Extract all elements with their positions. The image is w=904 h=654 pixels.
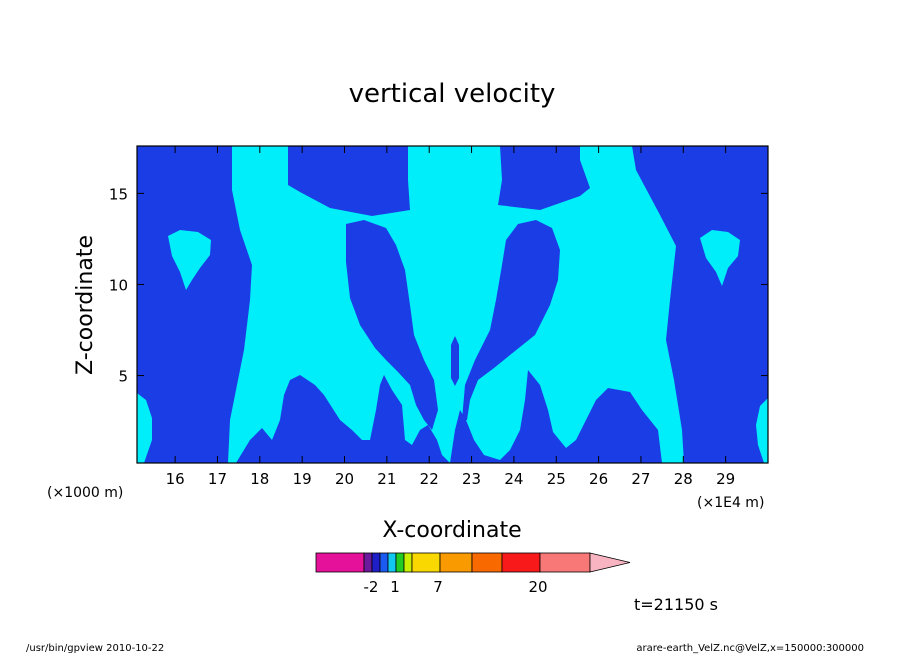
footer-left: /usr/bin/gpview 2010-10-22 xyxy=(26,643,164,654)
colorbar-tick-labels: -2 1 7 20 xyxy=(364,578,548,596)
y-tick-label: 5 xyxy=(118,368,128,386)
y-tick-label: 15 xyxy=(109,185,128,203)
colorbar-segment xyxy=(379,552,389,573)
colorbar-segment xyxy=(439,552,473,573)
contour-region-center-left xyxy=(346,220,438,430)
x-tick-label: 25 xyxy=(547,470,566,488)
colorbar-segment xyxy=(315,552,365,573)
colorbar xyxy=(315,552,631,573)
colorbar-segment xyxy=(471,552,503,573)
colorbar-tick-label: 20 xyxy=(528,578,547,596)
contour-island-left xyxy=(168,230,211,290)
colorbar-segment xyxy=(539,552,591,573)
colorbar-segment xyxy=(411,552,441,573)
plot-frame xyxy=(136,145,769,464)
colorbar-segment xyxy=(501,552,541,573)
contour-island-right xyxy=(700,230,740,286)
x-tick-label: 26 xyxy=(589,470,608,488)
colorbar-segment xyxy=(387,552,397,573)
x-tick-label: 22 xyxy=(420,470,439,488)
x-tick-label: 19 xyxy=(293,470,312,488)
colorbar-tick-label: 1 xyxy=(390,578,400,596)
colorbar-segment xyxy=(371,552,381,573)
x-tick-label: 24 xyxy=(504,470,523,488)
x-tick-label: 20 xyxy=(335,470,354,488)
colorbar-segment xyxy=(363,552,373,573)
plot-area xyxy=(136,145,769,464)
contour-region-mid xyxy=(228,146,684,463)
contour-region-center-right xyxy=(462,220,560,420)
x-unit-left: (×1000 m) xyxy=(47,485,123,501)
colorbar-tick-label: -2 xyxy=(364,578,379,596)
x-tick-label: 23 xyxy=(462,470,481,488)
chart-title: vertical velocity xyxy=(349,79,556,109)
y-axis-label: Z-coordinate xyxy=(73,235,98,375)
contour-edge-right xyxy=(756,398,768,463)
time-label: t=21150 s xyxy=(634,595,718,614)
x-axis-ticks: 16 17 18 19 20 21 22 23 24 25 26 27 28 29 xyxy=(166,146,735,488)
colorbar-arrow xyxy=(589,552,631,573)
x-axis-label: X-coordinate xyxy=(382,518,521,543)
x-tick-label: 17 xyxy=(208,470,227,488)
colorbar-segment xyxy=(395,552,405,573)
x-tick-label: 21 xyxy=(377,470,396,488)
x-tick-label: 18 xyxy=(250,470,269,488)
contour-edge-left xyxy=(137,393,152,463)
colorbar-tick-label: 7 xyxy=(433,578,443,596)
y-axis-ticks: 5 10 15 xyxy=(109,185,768,386)
contour-region-center-spot xyxy=(451,336,459,386)
x-tick-label: 27 xyxy=(631,470,650,488)
colorbar-segment xyxy=(403,552,413,573)
x-tick-label: 28 xyxy=(674,470,693,488)
x-unit-right: (×1E4 m) xyxy=(697,495,764,511)
x-tick-label: 29 xyxy=(716,470,735,488)
y-tick-label: 10 xyxy=(109,276,128,294)
x-tick-label: 16 xyxy=(166,470,185,488)
footer-right: arare-earth_VelZ.nc@VelZ,x=150000:300000 xyxy=(636,643,864,654)
